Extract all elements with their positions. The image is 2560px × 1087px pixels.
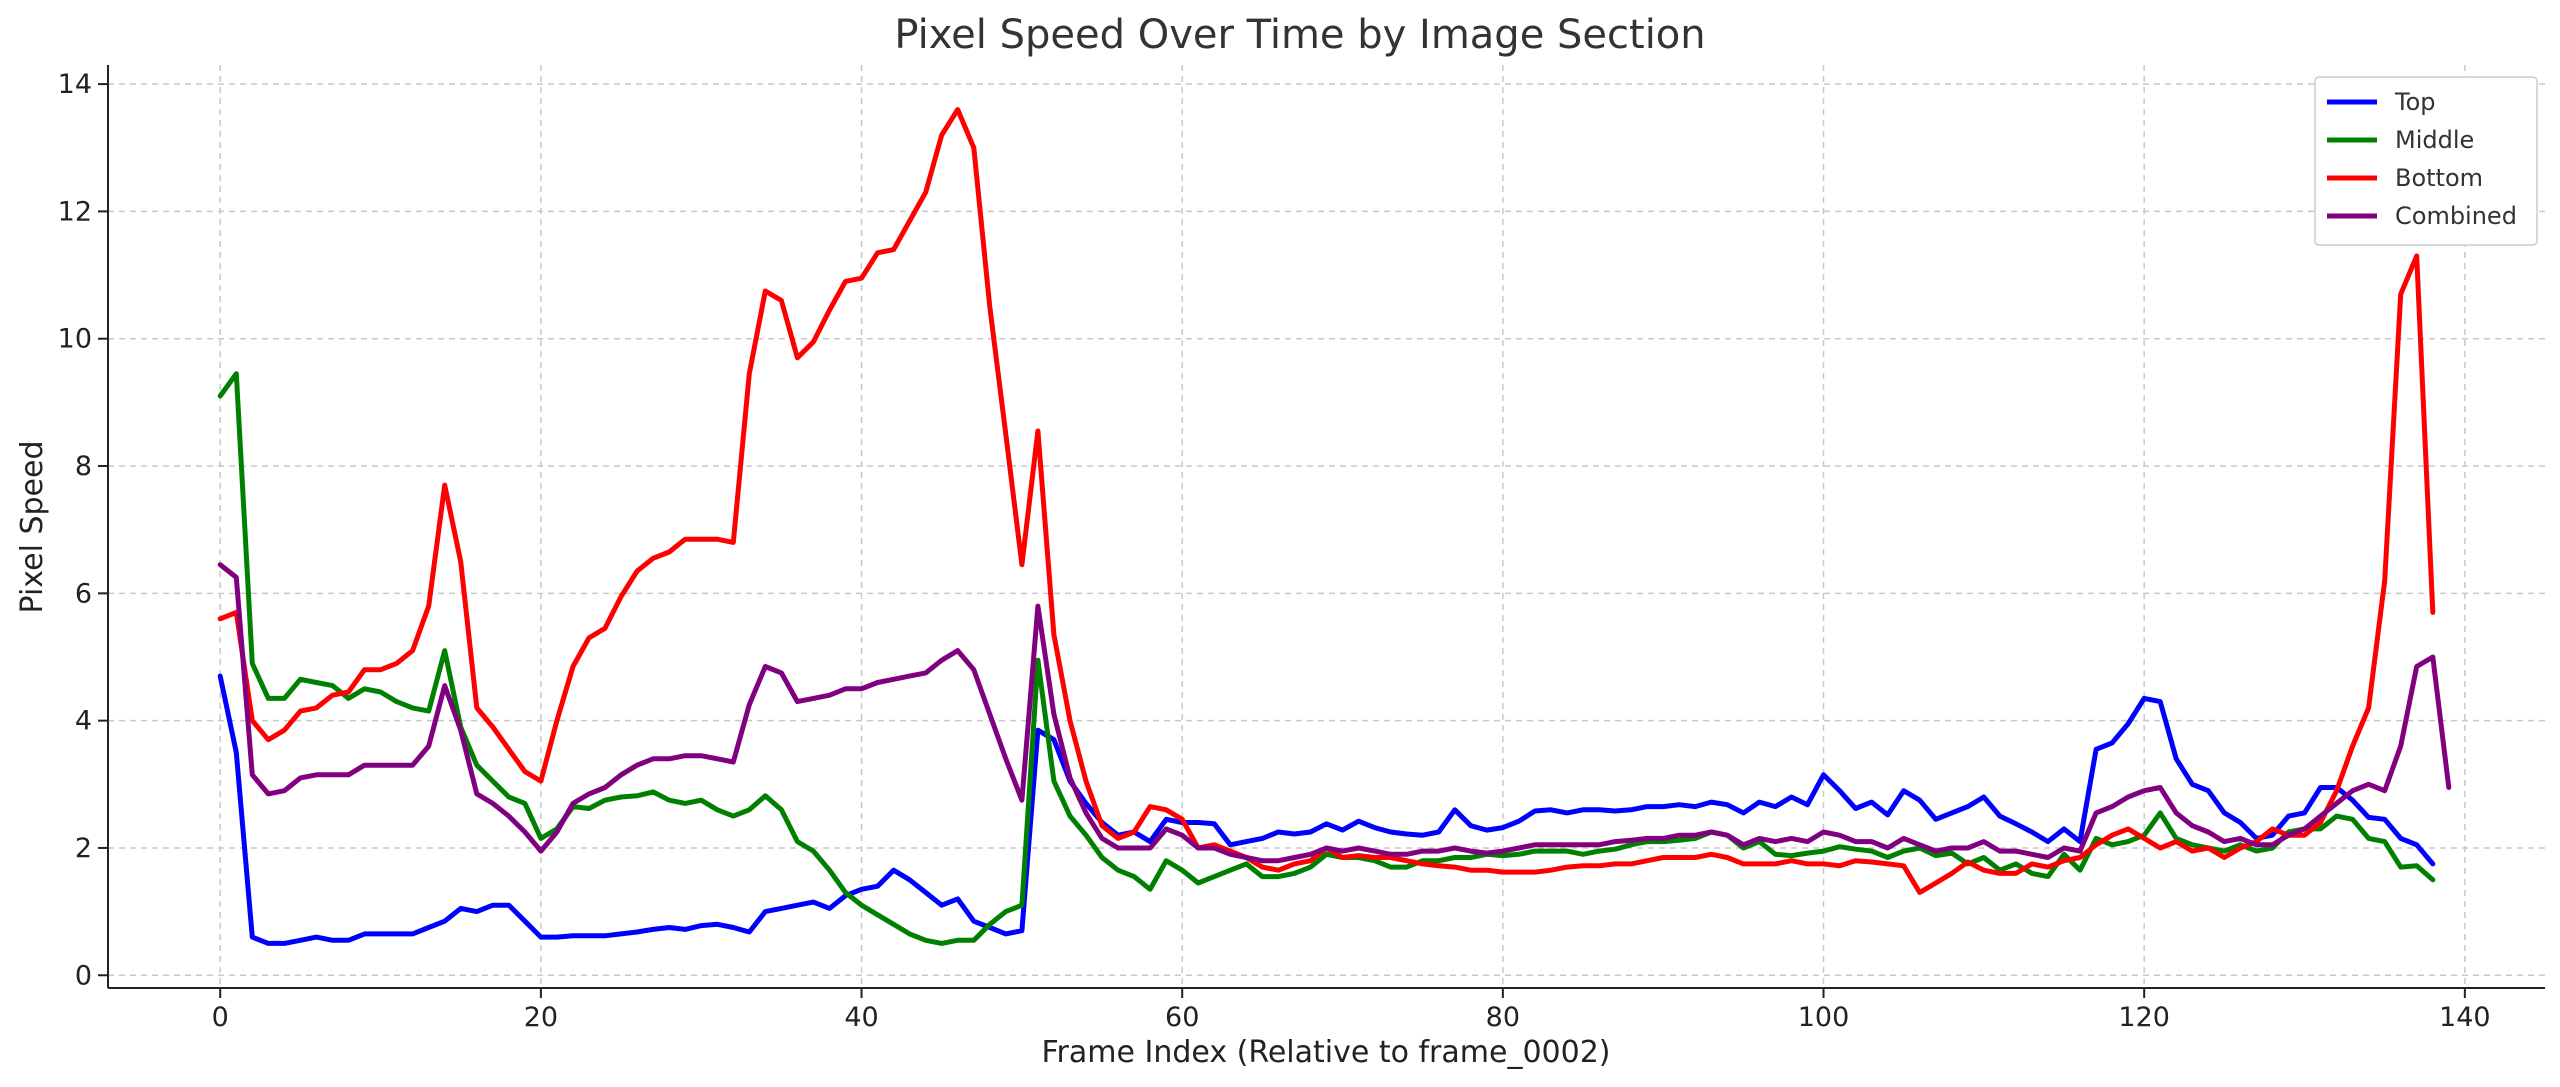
- x-tick-label: 20: [524, 1002, 558, 1033]
- axes: 0 20 40 60 80 100 120 140 0 2 4 6 8 10 12 14: [58, 65, 2545, 1033]
- series-line-top: [217, 673, 2436, 946]
- chart-title: Pixel Speed Over Time by Image Section: [894, 12, 1705, 58]
- y-tick-label: 4: [75, 706, 92, 737]
- x-tick-label: 60: [1165, 1002, 1199, 1033]
- y-axis-label: Pixel Speed: [15, 441, 50, 614]
- legend: Top Middle Bottom Combined: [2314, 76, 2538, 246]
- y-tick-label: 2: [75, 833, 92, 864]
- y-tick-label: 6: [75, 578, 92, 609]
- y-tick-label: 12: [58, 196, 92, 227]
- legend-box: [2314, 76, 2538, 246]
- y-tick-label: 14: [58, 69, 92, 100]
- legend-label-middle: Middle: [2395, 126, 2474, 154]
- y-tick-label: 10: [58, 324, 92, 355]
- series-group: [217, 107, 2452, 946]
- legend-label-top: Top: [2394, 88, 2436, 116]
- x-tick-label: 100: [1798, 1002, 1850, 1033]
- x-tick-label: 0: [212, 1002, 229, 1033]
- x-axis-label: Frame Index (Relative to frame_0002): [1041, 1035, 1610, 1070]
- series-line-combined: [217, 562, 2452, 864]
- series-line-middle: [217, 371, 2436, 946]
- x-tick-label: 80: [1486, 1002, 1520, 1033]
- x-tick-label: 140: [2439, 1002, 2491, 1033]
- legend-label-bottom: Bottom: [2395, 164, 2483, 192]
- x-tick-label: 40: [844, 1002, 878, 1033]
- y-tick-label: 0: [75, 960, 92, 991]
- legend-label-combined: Combined: [2395, 202, 2517, 230]
- x-tick-label: 120: [2118, 1002, 2170, 1033]
- series-line-bottom: [217, 107, 2436, 895]
- y-tick-label: 8: [75, 451, 92, 482]
